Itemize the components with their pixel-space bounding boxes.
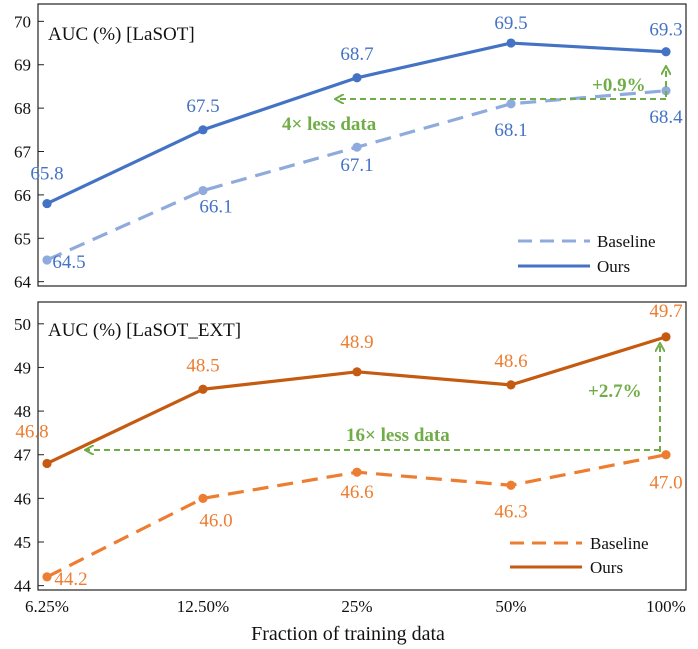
y-tick-label: 44: [14, 577, 32, 596]
gain-label: +2.7%: [588, 381, 642, 402]
y-tick-label: 68: [14, 99, 31, 118]
legend-baseline-label: Baseline: [597, 232, 656, 251]
data-point-baseline: [352, 467, 362, 477]
data-label-baseline: 67.1: [340, 155, 373, 176]
data-point-ours: [506, 380, 516, 390]
data-point-baseline: [506, 480, 516, 490]
less-data-label: 16× less data: [346, 425, 450, 446]
legend-ours-label: Ours: [597, 257, 630, 276]
data-label-baseline: 46.3: [494, 501, 527, 522]
y-tick-label: 46: [14, 489, 31, 508]
data-point-ours: [506, 38, 516, 48]
y-tick-label: 64: [14, 273, 32, 292]
data-label-baseline: 66.1: [199, 197, 232, 218]
plot-frame: [37, 301, 687, 591]
data-point-baseline: [198, 493, 208, 503]
x-axis-label: Fraction of training data: [251, 623, 445, 645]
x-tick-label: 12.50%: [177, 597, 229, 616]
y-tick-label: 69: [14, 56, 31, 75]
y-tick-label: 47: [14, 446, 32, 465]
y-axis-ticks: 64 65 66 67 68 69 70: [14, 12, 44, 292]
data-point-baseline: [506, 99, 516, 109]
data-label-baseline: 46.0: [199, 510, 232, 531]
data-label-baseline: 44.2: [54, 569, 87, 590]
data-label-ours: 48.5: [186, 355, 219, 376]
data-point-ours: [42, 458, 52, 469]
legend: Baseline Ours: [510, 534, 649, 577]
data-label-baseline: 46.6: [340, 482, 373, 503]
data-point-ours: [352, 73, 362, 83]
data-label-ours: 67.5: [186, 96, 219, 117]
y-axis-ticks: 44 45 46 47 48 49 50: [14, 315, 44, 596]
annotations: +0.9% 4× less data: [282, 67, 666, 135]
data-label-ours: 65.8: [30, 164, 63, 185]
data-point-ours: [42, 198, 52, 209]
data-point-ours: [661, 47, 671, 57]
x-tick-label: 50%: [495, 597, 526, 616]
annotations: +2.7% 16× less data: [86, 344, 660, 452]
data-label-baseline: 68.1: [494, 120, 527, 141]
data-label-ours: 48.9: [340, 332, 373, 353]
legend-ours-label: Ours: [590, 558, 623, 577]
data-label-ours: 69.3: [649, 20, 682, 41]
series-labels: 64.5 66.1 67.1 68.1 68.4 65.8 67.5 68.7 69.5 69.3: [30, 13, 683, 273]
series-points: [42, 332, 671, 582]
data-point-ours: [198, 125, 208, 135]
y-tick-label: 70: [14, 12, 31, 31]
panel-title: AUC (%) [LaSOT_EXT]: [48, 320, 241, 341]
less-data-label: 4× less data: [282, 114, 377, 135]
data-label-baseline: 68.4: [649, 107, 683, 128]
data-point-baseline: [661, 86, 671, 96]
y-tick-label: 66: [14, 186, 31, 205]
data-label-ours: 49.7: [649, 301, 682, 322]
data-point-baseline: [42, 572, 52, 582]
series-labels: 44.2 46.0 46.6 46.3 47.0 46.8 48.5 48.9 48.6 49.7: [15, 301, 682, 590]
data-point-ours: [661, 332, 671, 342]
x-tick-label: 25%: [341, 597, 372, 616]
legend: Baseline Ours: [518, 232, 656, 276]
data-point-baseline: [661, 450, 671, 460]
y-tick-label: 45: [14, 533, 31, 552]
data-point-ours: [352, 367, 362, 377]
data-label-ours: 68.7: [340, 44, 373, 65]
series-points: [42, 38, 671, 265]
data-point-baseline: [42, 255, 52, 265]
y-tick-label: 49: [14, 358, 31, 377]
data-label-baseline: 47.0: [649, 473, 682, 494]
legend-baseline-label: Baseline: [590, 534, 649, 553]
data-label-baseline: 64.5: [52, 252, 85, 273]
data-label-ours: 69.5: [494, 13, 527, 34]
y-tick-label: 48: [14, 402, 31, 421]
data-label-ours: 48.6: [494, 351, 527, 372]
y-tick-label: 50: [14, 315, 31, 334]
data-point-baseline: [198, 185, 208, 196]
panel-title: AUC (%) [LaSOT]: [48, 24, 195, 45]
y-tick-label: 65: [14, 229, 31, 248]
x-axis-ticks: 6.25% 12.50% 25% 50% 100%: [25, 597, 686, 616]
gain-label: +0.9%: [592, 75, 646, 96]
y-tick-label: 67: [14, 143, 32, 162]
data-point-baseline: [352, 142, 362, 152]
x-tick-label: 100%: [646, 597, 686, 616]
data-label-ours: 46.8: [15, 421, 48, 442]
x-tick-label: 6.25%: [25, 597, 69, 616]
plot-frame: [37, 3, 687, 287]
data-point-ours: [198, 384, 208, 394]
